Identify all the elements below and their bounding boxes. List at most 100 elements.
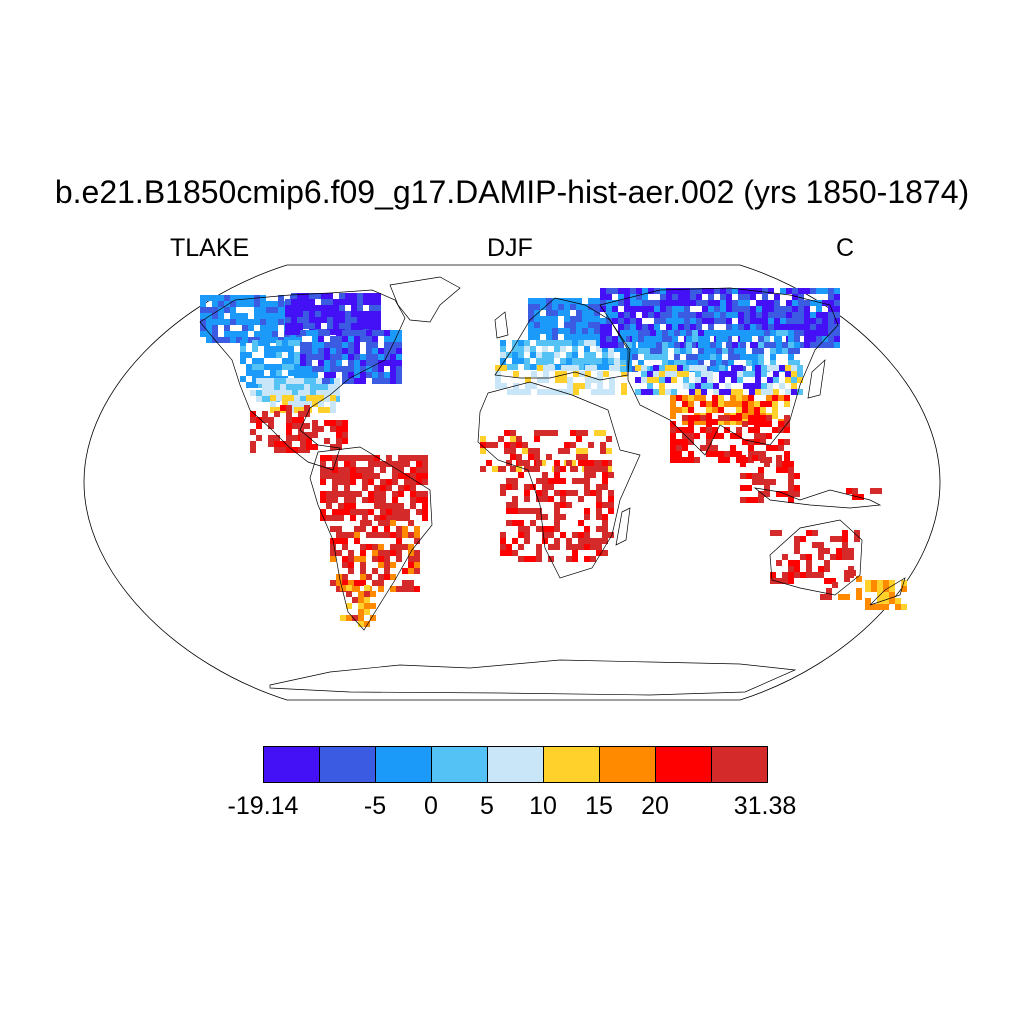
data-cell bbox=[522, 448, 528, 454]
data-cell bbox=[620, 330, 626, 336]
data-cell bbox=[730, 445, 736, 451]
data-cell bbox=[828, 306, 834, 312]
data-cell bbox=[690, 312, 696, 318]
data-cell bbox=[750, 294, 756, 300]
data-cell bbox=[648, 300, 654, 306]
data-cell bbox=[342, 336, 348, 342]
data-cell bbox=[736, 457, 742, 463]
data-cell bbox=[537, 365, 543, 371]
data-cell bbox=[791, 371, 797, 377]
data-cell bbox=[720, 300, 726, 306]
data-cell bbox=[312, 401, 318, 407]
data-cell bbox=[306, 360, 312, 366]
data-cell bbox=[396, 372, 402, 378]
data-cell bbox=[676, 439, 682, 445]
data-cell bbox=[596, 460, 602, 466]
data-cell bbox=[758, 354, 764, 360]
data-cell bbox=[670, 439, 676, 445]
data-cell bbox=[782, 330, 788, 336]
data-cell bbox=[410, 473, 416, 479]
data-cell bbox=[708, 294, 714, 300]
data-cell bbox=[540, 316, 546, 322]
data-cell bbox=[560, 358, 566, 364]
data-cell bbox=[858, 494, 864, 500]
data-cell bbox=[236, 337, 242, 343]
data-cell bbox=[758, 491, 764, 497]
data-cell bbox=[889, 580, 895, 586]
data-cell bbox=[422, 491, 428, 497]
data-cell bbox=[842, 542, 848, 548]
data-cell bbox=[600, 430, 606, 436]
data-cell bbox=[708, 312, 714, 318]
data-cell bbox=[344, 503, 350, 509]
data-cell bbox=[374, 503, 380, 509]
data-cell bbox=[750, 324, 756, 330]
data-cell bbox=[612, 318, 618, 324]
data-cell bbox=[636, 330, 642, 336]
data-cell bbox=[410, 479, 416, 485]
data-cell bbox=[536, 526, 542, 532]
data-cell bbox=[404, 515, 410, 521]
data-cell bbox=[396, 586, 402, 592]
data-cell bbox=[846, 488, 852, 494]
data-cell bbox=[816, 324, 822, 330]
data-cell bbox=[834, 324, 840, 330]
data-cell bbox=[584, 472, 590, 478]
data-cell bbox=[386, 455, 392, 461]
data-cell bbox=[754, 433, 760, 439]
data-cell bbox=[396, 360, 402, 366]
data-cell bbox=[246, 352, 252, 358]
data-cell bbox=[712, 419, 718, 425]
data-cell bbox=[218, 295, 224, 301]
data-cell bbox=[248, 319, 254, 325]
data-cell bbox=[834, 312, 840, 318]
data-cell bbox=[714, 318, 720, 324]
data-cell bbox=[286, 447, 292, 453]
data-cell bbox=[363, 323, 369, 329]
data-cell bbox=[755, 383, 761, 389]
data-cell bbox=[537, 377, 543, 383]
data-cell bbox=[282, 358, 288, 364]
data-cell bbox=[594, 310, 600, 316]
data-cell bbox=[286, 441, 292, 447]
data-cell bbox=[596, 484, 602, 490]
data-cell bbox=[606, 460, 612, 466]
data-cell bbox=[591, 377, 597, 383]
data-cell bbox=[748, 419, 754, 425]
data-cell bbox=[334, 384, 340, 390]
data-cell bbox=[822, 342, 828, 348]
units-label: C bbox=[836, 234, 855, 262]
data-cell bbox=[507, 389, 513, 395]
data-cell bbox=[536, 340, 542, 346]
data-cell bbox=[530, 508, 536, 514]
data-cell bbox=[332, 455, 338, 461]
data-cell bbox=[250, 447, 256, 453]
data-cell bbox=[330, 550, 336, 556]
data-cell bbox=[270, 346, 276, 352]
data-cell bbox=[495, 377, 501, 383]
colorbar-label: 31.38 bbox=[733, 792, 797, 820]
data-cell bbox=[324, 366, 330, 372]
data-cell bbox=[344, 497, 350, 503]
data-cell bbox=[570, 322, 576, 328]
data-cell bbox=[384, 526, 390, 532]
data-cell bbox=[704, 336, 710, 342]
data-cell bbox=[624, 288, 630, 294]
data-cell bbox=[726, 336, 732, 342]
data-cell bbox=[552, 316, 558, 322]
data-cell bbox=[718, 433, 724, 439]
data-cell bbox=[392, 509, 398, 515]
data-cell bbox=[548, 496, 554, 502]
data-cell bbox=[344, 473, 350, 479]
data-cell bbox=[788, 479, 794, 485]
data-cell bbox=[602, 358, 608, 364]
data-cell bbox=[603, 389, 609, 395]
data-cell bbox=[784, 395, 790, 401]
data-cell bbox=[534, 466, 540, 472]
data-cell bbox=[596, 496, 602, 502]
data-cell bbox=[602, 478, 608, 484]
data-cell bbox=[500, 544, 506, 550]
data-cell bbox=[402, 568, 408, 574]
data-cell bbox=[386, 503, 392, 509]
uk-coast bbox=[494, 311, 509, 339]
